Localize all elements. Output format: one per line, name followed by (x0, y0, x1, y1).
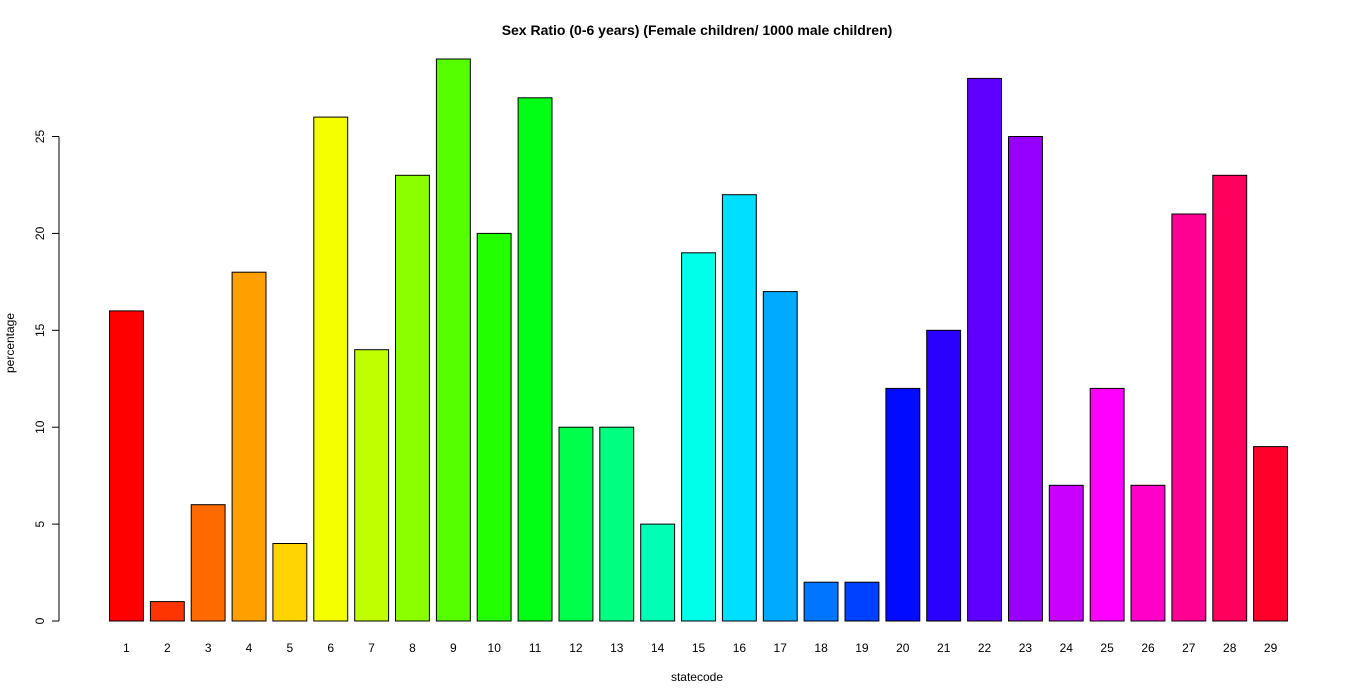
chart-title: Sex Ratio (0-6 years) (Female children/ … (502, 22, 893, 38)
bar-10 (476, 232, 512, 622)
y-axis-label: percentage (3, 313, 17, 373)
x-tick-label: 10 (488, 641, 502, 655)
x-tick-label: 8 (409, 641, 416, 655)
x-tick-label: 13 (610, 641, 624, 655)
bar-9 (435, 58, 471, 622)
x-tick-label: 5 (287, 641, 294, 655)
x-tick-label: 14 (651, 641, 665, 655)
x-tick-label: 23 (1019, 641, 1033, 655)
bar-1 (109, 310, 144, 622)
y-tick-label: 20 (33, 226, 47, 240)
x-tick-label: 20 (896, 641, 910, 655)
x-tick-label: 4 (246, 641, 253, 655)
bar-12 (558, 426, 594, 622)
y-tick-label: 5 (33, 520, 47, 527)
bar-16 (721, 194, 757, 622)
bar-4 (231, 271, 267, 622)
x-tick-label: 16 (733, 641, 747, 655)
bar-21 (926, 329, 962, 622)
x-tick-label: 27 (1182, 641, 1196, 655)
bar-19 (844, 581, 880, 622)
bar-8 (395, 174, 430, 622)
x-tick-label: 22 (978, 641, 992, 655)
y-tick-label: 25 (33, 130, 47, 144)
bar-2 (149, 601, 185, 622)
bar-13 (599, 426, 635, 622)
x-axis-label: statecode (671, 670, 723, 684)
bar-29 (1253, 446, 1288, 622)
bar-3 (190, 504, 226, 622)
bar-7 (354, 349, 390, 622)
bar-15 (681, 252, 716, 622)
y-tick-label: 0 (33, 617, 47, 624)
bar-20 (885, 387, 921, 622)
x-tick-label: 15 (692, 641, 706, 655)
bar-26 (1130, 484, 1166, 622)
y-tick-label: 15 (33, 323, 47, 337)
x-tick-label: 9 (450, 641, 457, 655)
bar-27 (1171, 213, 1207, 622)
x-tick-label: 1 (123, 641, 130, 655)
x-tick-label: 11 (529, 641, 542, 655)
bar-11 (517, 97, 553, 622)
y-tick-label: 10 (33, 420, 47, 434)
x-tick-label: 21 (937, 641, 951, 655)
bar-28 (1212, 174, 1248, 622)
bar-23 (1008, 136, 1043, 622)
x-tick-label: 6 (327, 641, 334, 655)
bar-14 (640, 523, 676, 622)
x-tick-label: 3 (205, 641, 212, 655)
x-tick-label: 29 (1264, 641, 1278, 655)
bar-18 (803, 581, 839, 622)
bar-22 (967, 77, 1002, 622)
bar-24 (1048, 484, 1084, 622)
x-tick-label: 2 (164, 641, 171, 655)
x-tick-label: 7 (368, 641, 375, 655)
x-tick-label: 26 (1141, 641, 1155, 655)
bars-group (109, 58, 1288, 622)
x-tick-label: 25 (1100, 641, 1114, 655)
x-tick-label: 12 (569, 641, 583, 655)
bar-5 (272, 543, 308, 622)
x-axis: 1 2 3 4 5 6 7 8 9 10 11 12 13 14 15 16 17 18 19 20 21 22 23 24 2… (123, 641, 1278, 655)
x-tick-label: 18 (814, 641, 828, 655)
x-tick-label: 24 (1060, 641, 1074, 655)
bar-25 (1089, 387, 1125, 622)
bar-17 (762, 291, 798, 622)
bar-6 (313, 116, 349, 622)
x-tick-label: 28 (1223, 641, 1237, 655)
x-tick-label: 17 (774, 641, 788, 655)
x-tick-label: 19 (855, 641, 869, 655)
y-axis: 0 5 10 15 20 25 (33, 130, 60, 624)
